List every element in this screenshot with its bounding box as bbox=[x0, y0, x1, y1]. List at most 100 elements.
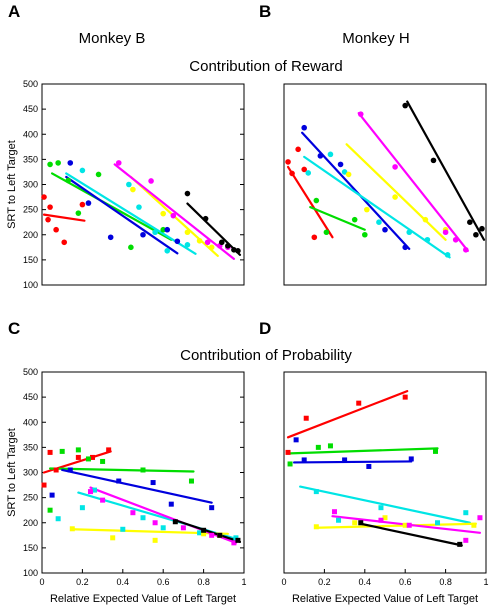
panel-letter-d: D bbox=[259, 319, 271, 338]
panel-d-data-point bbox=[463, 537, 469, 543]
panel-b-plot bbox=[283, 83, 487, 286]
panel-a-ytick-label: 150 bbox=[23, 255, 38, 265]
panel-a-data-point bbox=[184, 229, 191, 236]
panel-b-data-point bbox=[444, 252, 451, 258]
panel-c-data-point bbox=[49, 492, 55, 498]
panel-c-ytick-label: 500 bbox=[23, 367, 38, 377]
panel-c-data-point bbox=[100, 497, 106, 503]
panel-c-data-point bbox=[201, 527, 207, 533]
panel-a-data-point bbox=[67, 160, 74, 166]
panel-d-fit-line-3 bbox=[299, 485, 471, 524]
panel-a-data-point bbox=[47, 161, 53, 168]
panel-c-xtick-label: 0.4 bbox=[117, 577, 130, 587]
panel-b-data-point bbox=[467, 219, 473, 225]
panel-d-fit-line-6 bbox=[359, 522, 463, 547]
panel-a-data-point bbox=[208, 244, 215, 251]
panel-b-data-point bbox=[305, 170, 312, 176]
panel-b-data-point bbox=[430, 157, 437, 164]
panel-c-data-point bbox=[116, 478, 122, 484]
panel-d-data-point bbox=[313, 524, 319, 530]
panel-d-data-point bbox=[352, 520, 358, 526]
panel-a-data-point bbox=[79, 167, 86, 174]
panel-d-data-point bbox=[336, 517, 342, 523]
panel-b-fit-line-4 bbox=[345, 143, 447, 241]
panel-b-data-point bbox=[402, 244, 409, 251]
panel-c-data-point bbox=[87, 489, 93, 495]
panel-a-data-point bbox=[140, 231, 146, 238]
panel-a-data-point bbox=[196, 237, 203, 244]
panel-a-data-point bbox=[45, 216, 51, 223]
panel-a-data-point bbox=[130, 186, 136, 193]
panel-d-data-point bbox=[402, 522, 408, 528]
panel-b-data-point bbox=[392, 194, 398, 200]
panel-b-data-point bbox=[479, 225, 485, 232]
panel-a-data-point bbox=[204, 239, 211, 246]
panel-letter-a: A bbox=[8, 2, 20, 21]
panel-d-data-point bbox=[366, 463, 372, 469]
panel-c-data-point bbox=[47, 507, 53, 513]
panel-c-data-point bbox=[55, 516, 61, 522]
panel-a-data-point bbox=[202, 215, 209, 222]
panel-a-data-point bbox=[47, 204, 53, 210]
panel-d-data-point bbox=[463, 510, 469, 516]
panel-a-data-point bbox=[218, 239, 225, 246]
panel-d-data-point bbox=[332, 509, 337, 515]
panel-d-xlabel: Relative Expected Value of Left Target bbox=[292, 593, 478, 605]
panel-a-ytick-label: 400 bbox=[23, 129, 38, 139]
panel-c-data-point bbox=[67, 467, 73, 473]
panel-b-fit-line-6 bbox=[406, 100, 486, 241]
panel-a-fit-line-3 bbox=[65, 172, 197, 255]
panel-d-xtick-label: 0.4 bbox=[359, 577, 372, 587]
panel-a-data-point bbox=[148, 178, 154, 184]
panel-c-xtick-label: 1 bbox=[241, 577, 246, 587]
panel-d-data-point bbox=[378, 505, 384, 511]
panel-c-data-point bbox=[90, 454, 95, 460]
panel-c-ytick-label: 250 bbox=[23, 493, 38, 503]
panel-d-xtick-label: 0.8 bbox=[439, 577, 452, 587]
panel-b-data-point bbox=[317, 153, 324, 159]
panel-a-ytick-label: 450 bbox=[23, 104, 38, 114]
panel-d-data-point bbox=[313, 489, 319, 495]
panel-a-ytick-label: 100 bbox=[23, 280, 38, 290]
panel-c-data-point bbox=[47, 449, 53, 455]
panel-c-fit-line-1 bbox=[48, 467, 195, 473]
panel-a-data-point bbox=[164, 226, 171, 233]
panel-a-data-point bbox=[136, 204, 142, 210]
panel-b-data-point bbox=[327, 151, 334, 158]
panel-c-data-point bbox=[140, 467, 146, 473]
panel-b-data-point bbox=[442, 229, 449, 236]
panel-c-plot: 100 150 200 250 300 350 400 450 500 0 0.2 0.4 0.6 0.8… bbox=[6, 367, 247, 605]
panel-c-ytick-label: 150 bbox=[23, 543, 38, 553]
panel-letter-b: B bbox=[259, 2, 271, 21]
panel-b-data-point bbox=[382, 226, 388, 233]
panel-a-ylabel: SRT to Left Target bbox=[6, 140, 18, 229]
panel-b-data-point bbox=[341, 169, 348, 175]
panel-b-data-point bbox=[357, 111, 364, 117]
panel-c-data-point bbox=[150, 480, 156, 486]
panel-d-data-point bbox=[301, 457, 307, 463]
panel-c-data-point bbox=[92, 487, 98, 493]
panel-b-data-point bbox=[313, 197, 320, 204]
panel-a-fit-line-0 bbox=[42, 213, 86, 222]
panel-a-data-point bbox=[184, 190, 191, 197]
panel-c-xtick-label: 0.2 bbox=[76, 577, 89, 587]
panel-b-data-point bbox=[422, 216, 429, 223]
panel-c-ytick-label: 350 bbox=[23, 442, 38, 452]
panel-a-data-point bbox=[170, 212, 177, 219]
panel-a-data-point bbox=[152, 229, 158, 236]
panel-c-data-point bbox=[110, 535, 116, 541]
panel-c-data-point bbox=[69, 526, 75, 532]
panel-letter-c: C bbox=[8, 319, 20, 338]
panel-b-frame bbox=[283, 83, 487, 286]
panel-b-data-point bbox=[351, 216, 358, 223]
panel-d-data-point bbox=[457, 541, 463, 547]
panel-a-data-point bbox=[95, 171, 102, 178]
panel-a-plot: 100 150 200 250 300 350 400 450 500 SRT to Left T… bbox=[6, 79, 245, 290]
panel-c-data-point bbox=[197, 530, 203, 536]
panel-d-frame bbox=[283, 371, 487, 574]
panel-c-data-point bbox=[79, 505, 85, 511]
panel-b-fit-line-0 bbox=[286, 165, 334, 239]
panel-c-data-point bbox=[53, 467, 59, 473]
panel-a-ytick-label: 350 bbox=[23, 154, 38, 164]
